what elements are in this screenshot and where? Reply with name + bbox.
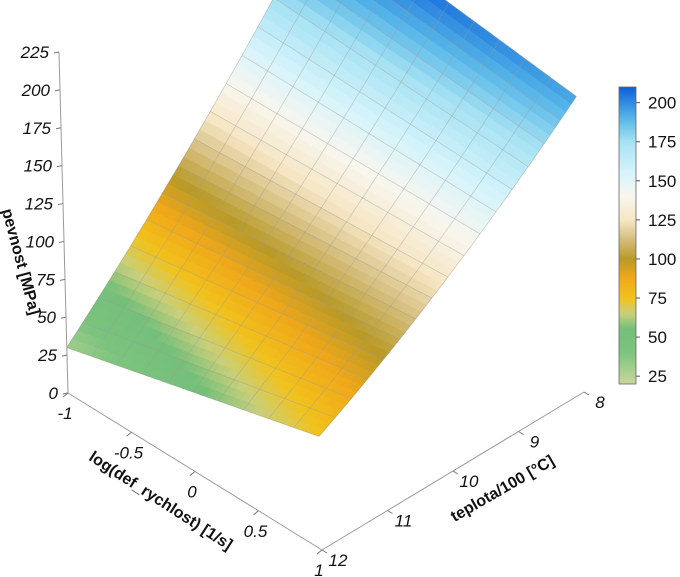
surface-grid <box>66 0 577 437</box>
grid-line-x <box>192 2 450 393</box>
grid-line-y <box>334 0 545 144</box>
surface-plot <box>66 0 577 437</box>
z-tick-mark <box>58 240 65 243</box>
z-tick-mark <box>61 354 68 357</box>
z-tick-mark <box>55 127 62 130</box>
y-tick-mark <box>583 391 590 396</box>
grid-line-y <box>98 297 352 399</box>
z-tick-mark <box>60 316 67 319</box>
grid-line-y <box>162 192 416 320</box>
grid-line-y <box>82 322 336 418</box>
colorbar-gradient <box>618 86 637 385</box>
y-tick-label: 12 <box>329 551 348 570</box>
y-tick-mark <box>321 549 328 554</box>
grid-line-x <box>91 0 308 357</box>
grid-line-y <box>257 26 513 190</box>
x-tick-mark <box>189 471 196 476</box>
z-tick-label: 100 <box>26 232 55 251</box>
x-tick-mark <box>316 549 323 555</box>
grid-line-x <box>293 77 552 428</box>
grid-line-x <box>242 40 501 410</box>
colorbar-tick-label: 125 <box>648 211 676 230</box>
colorbar-tick-label: 200 <box>648 94 676 113</box>
colorbar-tick-label: 100 <box>648 250 676 269</box>
z-tick-label: 50 <box>37 308 56 327</box>
y-tick-label: 8 <box>595 393 605 412</box>
x-axis-label: log(def_rychlost) [1/s] <box>86 449 235 554</box>
grid-line-x <box>116 0 344 366</box>
colorbar-tick-label: 175 <box>648 133 676 152</box>
z-tick-mark <box>57 203 64 206</box>
colorbar: 25 50 75 100 125 150 175 200 <box>618 86 676 386</box>
z-tick-label: 225 <box>20 43 50 62</box>
grid-line-y <box>146 219 400 340</box>
z-tick-label: 25 <box>37 346 57 365</box>
x-tick-label: 0 <box>187 483 197 502</box>
colorbar-tick-label: 75 <box>648 289 667 308</box>
x-tick-label: -0.5 <box>114 443 144 462</box>
grid-line-y <box>241 54 497 213</box>
grid-line-x <box>268 58 526 419</box>
grid-line-x <box>217 21 475 402</box>
x-tick-mark <box>126 431 132 437</box>
y-tick-label: 9 <box>530 433 540 452</box>
x-tick-label: -1 <box>57 404 72 423</box>
grid-line-y <box>178 165 432 299</box>
grid-line-y <box>276 0 529 168</box>
y-tick-mark <box>452 470 459 475</box>
colorbar-tick-label: 50 <box>648 328 667 347</box>
x-tick-mark <box>62 392 69 398</box>
y-tick-mark <box>387 510 393 514</box>
grid-line-y <box>390 0 561 121</box>
z-axis-label: pevnost [MPa] <box>0 207 43 317</box>
z-tick-label: 125 <box>25 195 54 214</box>
z-tick-label: 175 <box>23 119 52 138</box>
grid-line-x <box>66 0 274 348</box>
z-tick-mark <box>54 89 61 92</box>
z-tick-label: 200 <box>21 81 51 100</box>
x-tick-mark <box>253 510 259 516</box>
surface-cell <box>66 338 78 350</box>
grid-line-y <box>210 111 465 256</box>
y-tick-mark <box>518 431 524 435</box>
grid-line-y <box>444 0 577 97</box>
z-tick-label: 0 <box>49 384 59 403</box>
grid-line-x <box>167 0 415 384</box>
grid-line-y <box>194 138 449 278</box>
y-tick-label: 10 <box>460 472 479 491</box>
y-tick-label: 11 <box>395 512 413 531</box>
z-tick-label: 75 <box>36 270 55 289</box>
x-tick-label: 1 <box>314 561 323 577</box>
grid-line-x <box>318 96 577 437</box>
z-tick-mark <box>59 278 66 281</box>
x-tick-label: 0.5 <box>244 522 268 541</box>
grid-line-y <box>66 347 320 437</box>
z-tick-label: 150 <box>24 157 53 176</box>
grid-line-y <box>130 245 384 360</box>
grid-line-x <box>142 0 379 375</box>
tick-labels: 0 25 50 75 100 125 150 175 200 225 -1 -0.5 0 0.5 1 8 9 10… <box>20 43 606 577</box>
colorbar-tick-label: 150 <box>648 172 676 191</box>
colorbar-tick-label: 25 <box>648 367 667 386</box>
grid-line-y <box>114 271 368 380</box>
z-tick-mark <box>53 51 60 54</box>
z-tick-mark <box>56 165 63 168</box>
grid-line-y <box>225 83 481 235</box>
axis-line <box>58 51 69 394</box>
